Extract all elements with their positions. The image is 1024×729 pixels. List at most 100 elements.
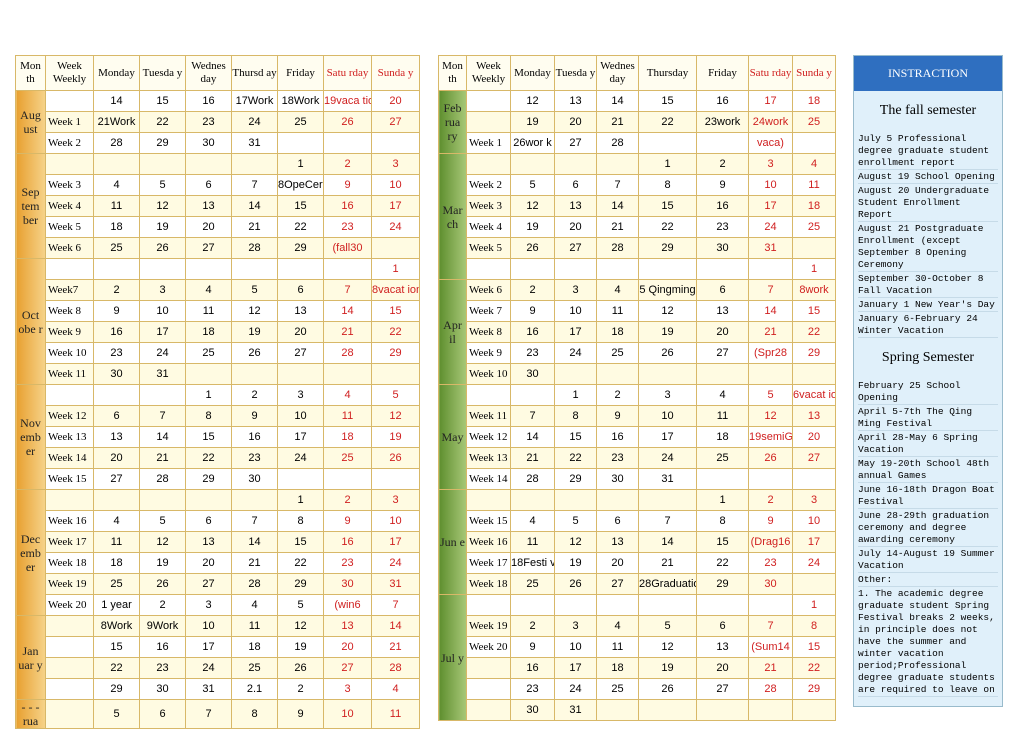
day-cell: 17: [139, 321, 186, 343]
day-cell: 31: [371, 573, 420, 595]
week-label: Week 10: [45, 342, 94, 364]
day-cell: 5: [277, 594, 324, 616]
day-cell: 2: [93, 279, 140, 301]
day-cell: 24: [231, 111, 278, 133]
week-label: [45, 90, 94, 112]
sidebar-item: August 21 Postgraduate Enrollment (excep…: [858, 223, 998, 272]
sidebar-item: August 19 School Opening: [858, 171, 998, 184]
day-cell: 15: [185, 426, 232, 448]
day-cell: 3: [638, 384, 697, 406]
day-cell: 26: [510, 237, 555, 259]
day-cell: 11: [231, 615, 278, 637]
day-cell: 12: [277, 615, 324, 637]
day-cell: 14: [231, 531, 278, 553]
day-cell: 13: [696, 300, 749, 322]
day-cell: [596, 363, 639, 385]
week-label: [466, 678, 511, 700]
day-cell: [277, 363, 324, 385]
day-cell: 24: [554, 678, 597, 700]
day-cell: 18: [323, 426, 372, 448]
day-cell: 10: [792, 510, 836, 532]
week-label: Week 3: [466, 195, 511, 217]
day-cell: 22: [185, 447, 232, 469]
day-cell: 3: [139, 279, 186, 301]
day-cell: 20: [277, 321, 324, 343]
day-cell: 15: [139, 90, 186, 112]
day-cell: 29: [696, 573, 749, 595]
sidebar-item: 1. The academic degree graduate student …: [858, 588, 998, 697]
day-cell: 12: [638, 636, 697, 658]
day-cell: (Drag16: [748, 531, 793, 553]
day-cell: [510, 153, 555, 175]
day-cell: 17: [638, 426, 697, 448]
day-cell: 21: [596, 111, 639, 133]
day-cell: 27: [277, 342, 324, 364]
day-cell: 18: [185, 321, 232, 343]
day-cell: 29: [792, 342, 836, 364]
day-cell: [554, 594, 597, 616]
day-cell: 6: [277, 279, 324, 301]
day-cell: [792, 468, 836, 490]
day-cell: [93, 489, 140, 511]
day-cell: 9Work: [139, 615, 186, 637]
day-cell: 8OpeCeremon: [277, 174, 324, 196]
column-header: Tuesda y: [554, 55, 597, 91]
day-cell: 9: [231, 405, 278, 427]
day-cell: [139, 258, 186, 280]
day-cell: 25: [277, 111, 324, 133]
day-cell: [277, 468, 324, 490]
day-cell: 2: [139, 594, 186, 616]
day-cell: 1: [638, 153, 697, 175]
day-cell: 11: [185, 300, 232, 322]
day-cell: 6: [596, 510, 639, 532]
day-cell: 14: [231, 195, 278, 217]
day-cell: [371, 363, 420, 385]
day-cell: 17: [277, 426, 324, 448]
week-label: Week7: [45, 279, 94, 301]
day-cell: 17: [185, 636, 232, 658]
week-label: Week 14: [45, 447, 94, 469]
month-label: Jan uar y: [15, 615, 46, 700]
week-label: Week 16: [466, 531, 511, 553]
month-label: Mar ch: [438, 153, 467, 280]
day-cell: 18: [596, 321, 639, 343]
day-cell: 3: [371, 153, 420, 175]
day-cell: 10: [139, 300, 186, 322]
day-cell: 24: [748, 216, 793, 238]
day-cell: 26: [139, 573, 186, 595]
day-cell: [696, 258, 749, 280]
day-cell: 19: [554, 552, 597, 574]
day-cell: (win6: [323, 594, 372, 616]
week-label: Week 9: [466, 342, 511, 364]
day-cell: 11: [596, 636, 639, 658]
day-cell: [185, 153, 232, 175]
week-label: Week 1: [466, 132, 511, 154]
week-label: [466, 489, 511, 511]
week-label: [466, 657, 511, 679]
week-label: Week 6: [45, 237, 94, 259]
sidebar-item: July 14-August 19 Summer Vacation: [858, 548, 998, 573]
day-cell: [510, 258, 555, 280]
sidebar-item: September 30-October 8 Fall Vacation: [858, 273, 998, 298]
day-cell: 15: [93, 636, 140, 658]
day-cell: 12: [231, 300, 278, 322]
sidebar-item: January 1 New Year's Day: [858, 299, 998, 312]
day-cell: 28: [748, 678, 793, 700]
day-cell: 5 Qingming: [638, 279, 697, 301]
day-cell: 28: [139, 468, 186, 490]
day-cell: 8vacat ion: [371, 279, 420, 301]
day-cell: 19: [510, 216, 555, 238]
day-cell: 2: [748, 489, 793, 511]
day-cell: 2: [323, 153, 372, 175]
day-cell: 5: [371, 384, 420, 406]
week-label: Week 12: [466, 426, 511, 448]
week-label: [45, 636, 94, 658]
day-cell: 15: [696, 531, 749, 553]
week-label: Week 11: [45, 363, 94, 385]
day-cell: 28: [596, 237, 639, 259]
day-cell: 7: [323, 279, 372, 301]
week-label: Week 9: [45, 321, 94, 343]
day-cell: 3: [792, 489, 836, 511]
day-cell: 13: [696, 636, 749, 658]
day-cell: 16: [596, 426, 639, 448]
